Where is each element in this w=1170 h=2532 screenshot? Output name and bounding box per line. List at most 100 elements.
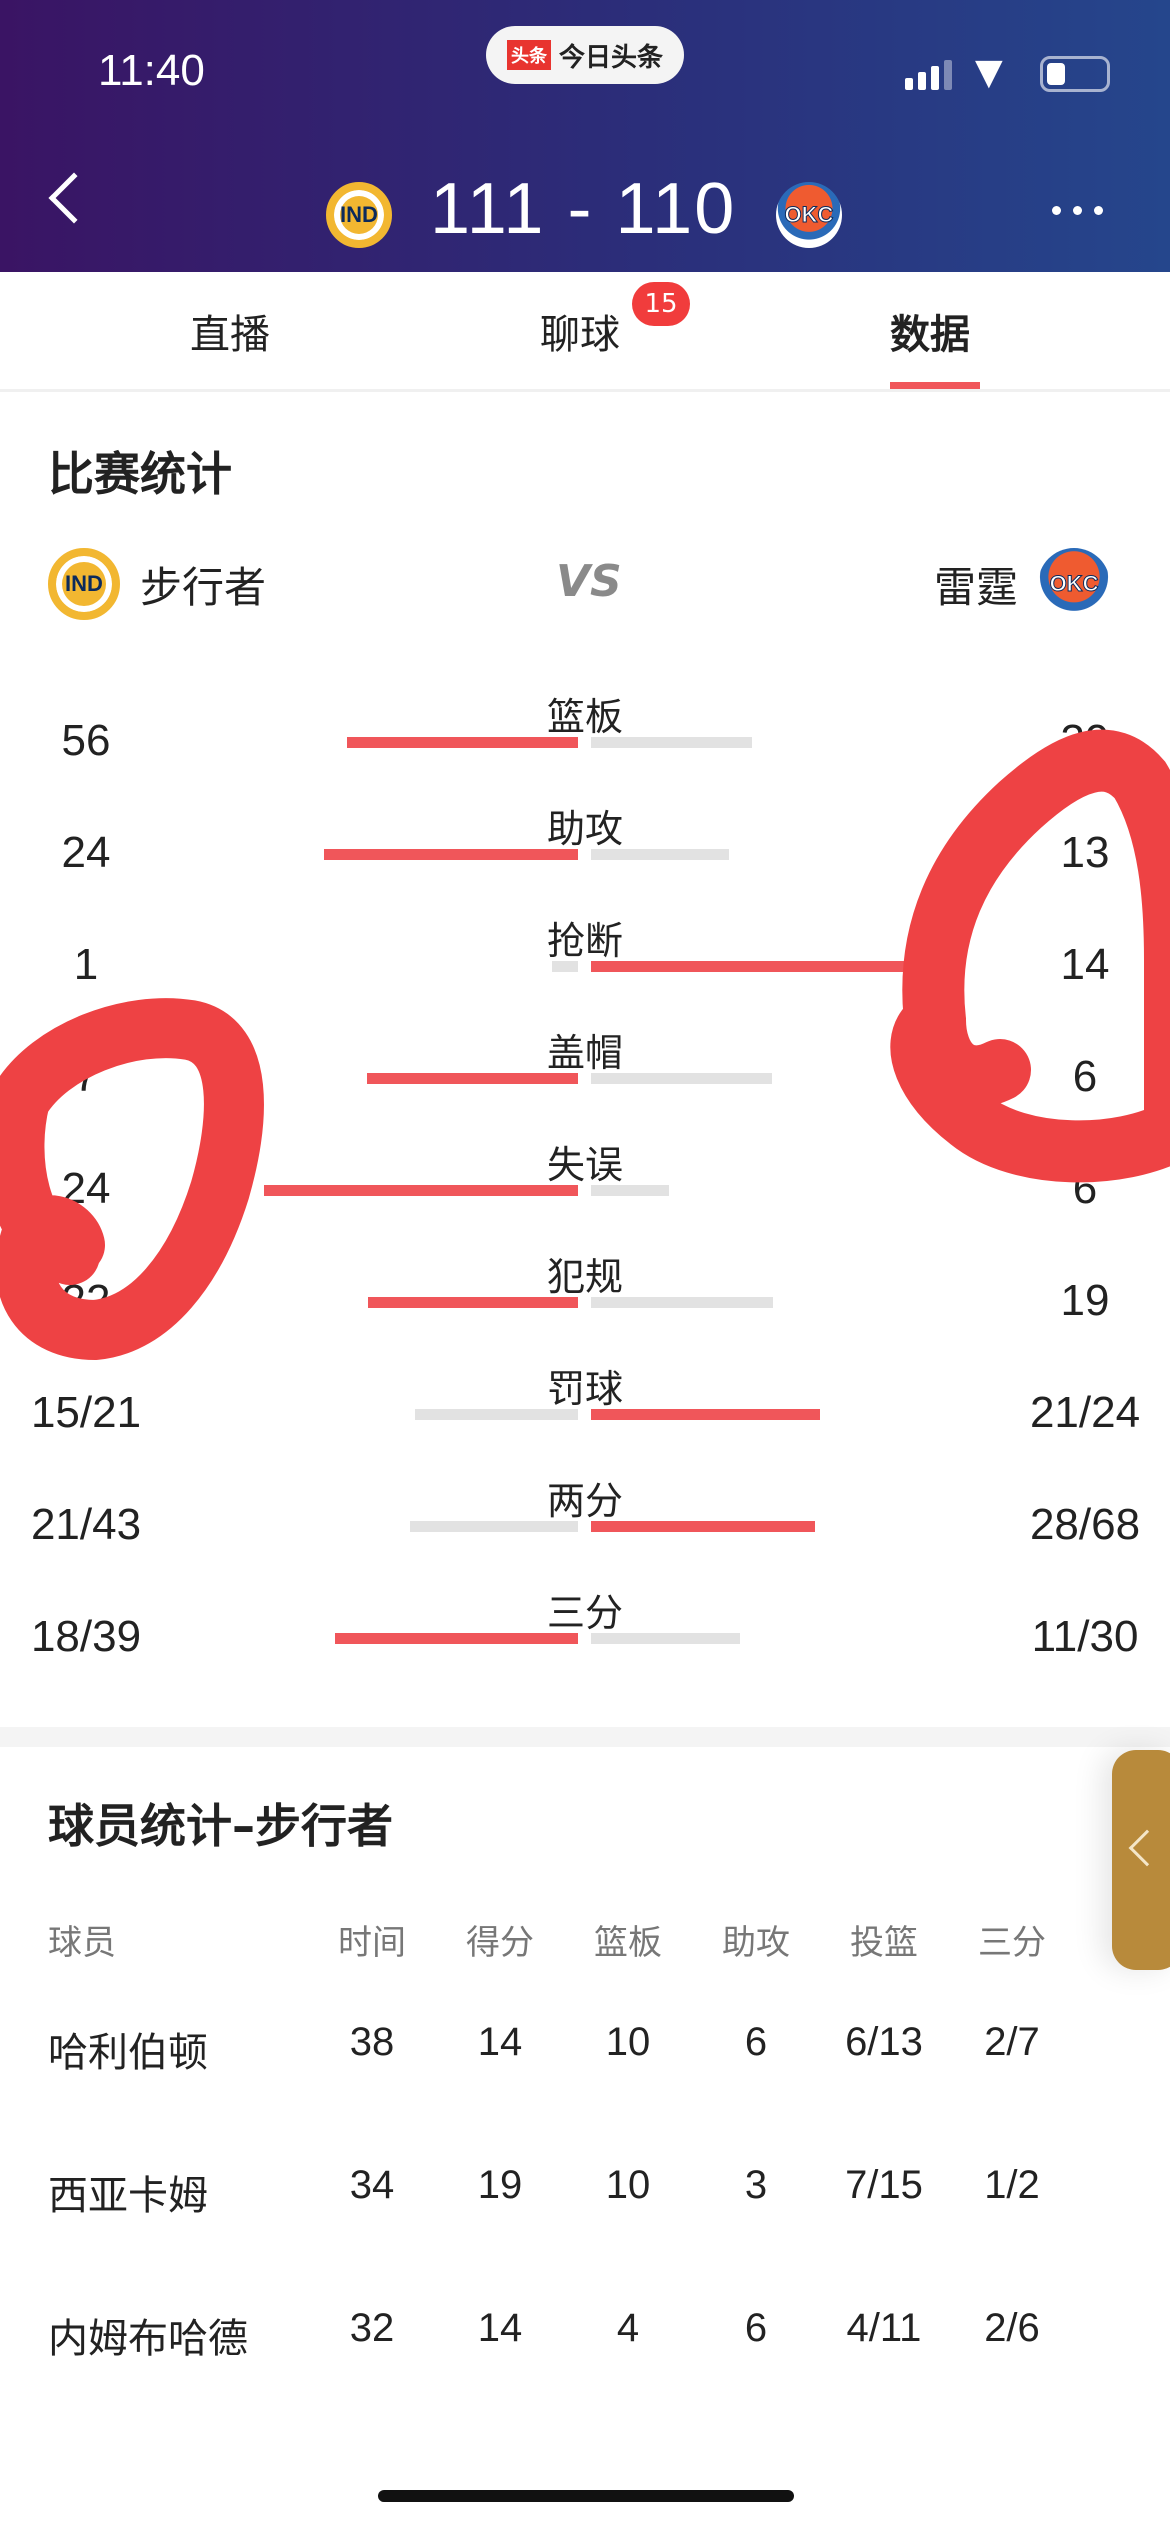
home-stat-bar bbox=[367, 1073, 578, 1084]
player-stat-cell: 10 bbox=[605, 2020, 651, 2064]
column-header[interactable]: 投篮 bbox=[850, 1923, 918, 1963]
home-team-logo-small: IND bbox=[48, 548, 120, 620]
home-score: 111 bbox=[430, 169, 546, 249]
home-stat-bar bbox=[347, 737, 578, 748]
home-stat-bar bbox=[552, 961, 578, 972]
stat-row: 两分 21/43 28/68 bbox=[0, 1470, 1170, 1582]
home-stat-value: 1 bbox=[73, 940, 99, 989]
player-stat-cell: 10 bbox=[605, 2163, 651, 2207]
signal-icon bbox=[905, 60, 952, 90]
score-separator: - bbox=[567, 169, 594, 249]
away-stat-bar bbox=[591, 1409, 820, 1420]
toutiao-logo: 头条 bbox=[506, 40, 551, 70]
away-stat-value: 11/30 bbox=[1031, 1612, 1139, 1661]
stat-label: 助攻 bbox=[546, 807, 623, 851]
player-stat-cell: 0 bbox=[1090, 2020, 1112, 2065]
stat-label: 三分 bbox=[546, 1591, 623, 1635]
player-stat-cell: 14 bbox=[477, 2306, 523, 2350]
player-stat-cell: 14 bbox=[477, 2020, 523, 2064]
stat-label: 篮板 bbox=[546, 695, 623, 739]
away-stat-value: 21/24 bbox=[1029, 1388, 1141, 1437]
stat-label: 失误 bbox=[546, 1143, 623, 1187]
away-stat-bar bbox=[591, 961, 957, 972]
home-stat-bar bbox=[410, 1521, 578, 1532]
player-stat-cell: 2/7 bbox=[984, 2020, 1040, 2064]
section-divider bbox=[0, 1727, 1170, 1747]
away-stat-value: 19 bbox=[1060, 1276, 1110, 1325]
column-header[interactable]: 篮板 bbox=[594, 1923, 662, 1963]
player-stat-cell: 38 bbox=[349, 2020, 395, 2064]
chat-badge: 15 bbox=[632, 282, 690, 326]
player-stat-cell: 6/13 bbox=[845, 2020, 923, 2064]
away-stat-bar bbox=[591, 1521, 815, 1532]
away-team-logo-small: OKC bbox=[1038, 548, 1111, 620]
active-tab-indicator bbox=[890, 382, 980, 389]
battery-icon bbox=[1040, 56, 1110, 92]
player-stat-cell: 2/6 bbox=[984, 2306, 1040, 2350]
home-team-name: 步行者 bbox=[140, 562, 267, 612]
app-pill[interactable]: 头条 今日头条 bbox=[486, 26, 684, 84]
away-score: 110 bbox=[615, 169, 737, 249]
status-time: 11:40 bbox=[98, 46, 205, 95]
player-stats-title: 球员统计–步行者 bbox=[48, 1799, 393, 1853]
away-stat-bar bbox=[591, 1633, 740, 1644]
side-drawer-tab[interactable] bbox=[1112, 1750, 1170, 1970]
column-header[interactable]: 时间 bbox=[338, 1923, 406, 1963]
stat-row: 三分 18/39 11/30 bbox=[0, 1582, 1170, 1694]
away-stat-bar bbox=[591, 1297, 773, 1308]
away-team-logo: OKC bbox=[776, 182, 842, 248]
tab-data[interactable]: 数据 bbox=[890, 312, 970, 358]
more-icon[interactable] bbox=[1052, 206, 1103, 215]
home-stat-bar bbox=[324, 849, 578, 860]
home-stat-bar bbox=[415, 1409, 578, 1420]
home-stat-value: 18/39 bbox=[30, 1612, 142, 1661]
tab-chat[interactable]: 聊球 bbox=[540, 312, 620, 358]
match-stats-title: 比赛统计 bbox=[48, 447, 232, 501]
away-team-name: 雷霆 bbox=[934, 562, 1019, 612]
app-name: 今日头条 bbox=[558, 42, 663, 73]
wifi-icon: ▼ bbox=[975, 52, 1003, 93]
column-header[interactable]: 得分 bbox=[466, 1923, 534, 1963]
column-header[interactable]: 球员 bbox=[48, 1923, 116, 1963]
column-header[interactable]: 助攻 bbox=[722, 1923, 790, 1963]
home-indicator[interactable] bbox=[378, 2490, 794, 2502]
away-stat-bar bbox=[591, 849, 729, 860]
player-stat-cell: 4/11 bbox=[846, 2306, 922, 2350]
player-stat-cell: 19 bbox=[477, 2163, 523, 2207]
stat-label: 两分 bbox=[546, 1479, 623, 1523]
player-stat-cell: 7/15 bbox=[845, 2163, 923, 2207]
player-stats-table: 球员时间得分篮板助攻投篮三分哈利伯顿38141066/132/70西亚卡姆341… bbox=[48, 1923, 1112, 2361]
away-stat-bar bbox=[591, 1185, 669, 1196]
vs-label: VS bbox=[556, 556, 622, 607]
home-stat-bar bbox=[368, 1297, 578, 1308]
away-stat-value: 28/68 bbox=[1029, 1500, 1141, 1549]
player-stat-cell: 32 bbox=[349, 2306, 395, 2350]
column-header[interactable]: 三分 bbox=[978, 1923, 1046, 1963]
home-stat-bar bbox=[335, 1633, 578, 1644]
player-name[interactable]: 内姆布哈德 bbox=[48, 2317, 248, 2361]
chevron-left-icon bbox=[1128, 1829, 1166, 1867]
player-stat-cell: 6 bbox=[744, 2306, 768, 2350]
stat-row: 罚球 15/21 21/24 bbox=[0, 1358, 1170, 1470]
home-team-logo: IND bbox=[326, 182, 392, 248]
home-stat-value: 21/43 bbox=[30, 1500, 142, 1549]
player-stat-cell: 34 bbox=[349, 2163, 395, 2207]
tab-bar: 直播 聊球 15 数据 bbox=[0, 272, 1170, 392]
away-stat-bar bbox=[591, 737, 752, 748]
player-stat-cell: 3 bbox=[744, 2163, 768, 2207]
player-stat-cell: 6 bbox=[744, 2020, 768, 2064]
player-stat-cell: 4 bbox=[1090, 2306, 1112, 2351]
player-stat-cell: 1/2 bbox=[984, 2163, 1040, 2207]
home-team: IND 步行者 bbox=[48, 548, 266, 620]
stat-label: 犯规 bbox=[546, 1255, 623, 1299]
player-name[interactable]: 西亚卡姆 bbox=[48, 2174, 208, 2218]
player-name[interactable]: 哈利伯顿 bbox=[48, 2031, 208, 2075]
score: 111 - 110 bbox=[430, 168, 736, 250]
home-stat-value: 15/21 bbox=[30, 1388, 142, 1437]
tab-live[interactable]: 直播 bbox=[190, 312, 270, 358]
home-stat-value: 56 bbox=[61, 716, 111, 765]
stat-label: 盖帽 bbox=[546, 1031, 623, 1075]
home-stat-value: 24 bbox=[61, 828, 111, 877]
player-stat-cell: 4 bbox=[616, 2306, 640, 2350]
player-stat-cell: 4 bbox=[1090, 2163, 1112, 2208]
